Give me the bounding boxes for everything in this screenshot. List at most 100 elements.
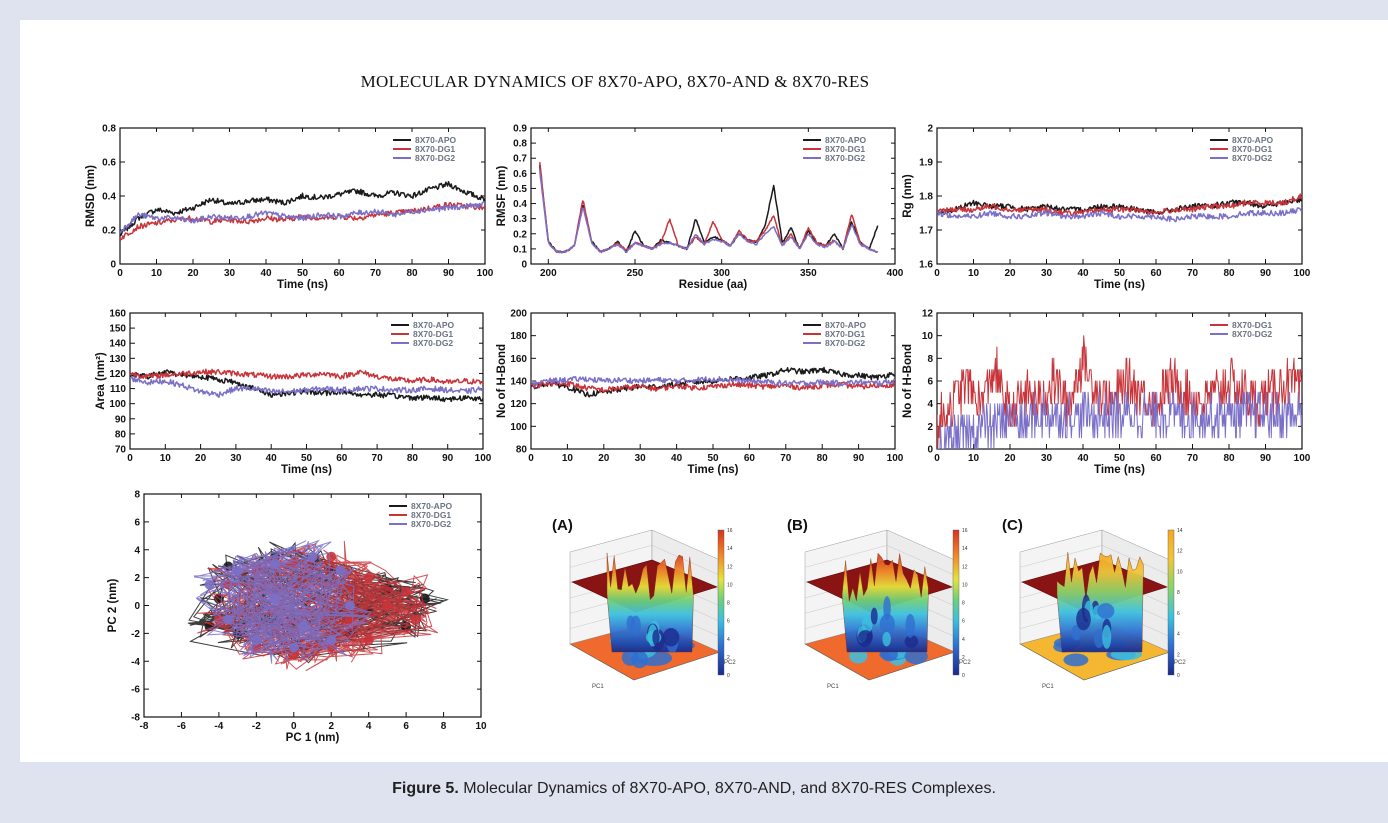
fel-colorbar-tick: 8: [962, 601, 965, 607]
fel-panel-label: (C): [1002, 517, 1023, 534]
x-tick-label: 100: [1294, 268, 1311, 279]
y-tick-label: 80: [115, 429, 127, 440]
x-tick-label: 90: [1260, 453, 1272, 464]
x-tick-label: 4: [366, 721, 372, 732]
chart-rg: 0 10 20 30 40 50 60 70 80 90 100 1.6 1.7 1.8 1.9 2 Time …: [902, 124, 1311, 292]
fel-colorbar-tick: 12: [727, 564, 733, 570]
legend-label: 8X70-DG2: [411, 519, 451, 529]
y-tick-label: 0.6: [102, 158, 116, 169]
fel-colorbar-tick: 14: [727, 546, 733, 552]
fel-axis-pc1: PC1: [1042, 684, 1054, 690]
x-tick-label: -8: [140, 721, 149, 732]
x-tick-label: 40: [260, 268, 272, 279]
x-tick-label: 80: [817, 453, 829, 464]
fel-colorbar: [952, 529, 960, 676]
caption-text: Molecular Dynamics of 8X70-APO, 8X70-AND…: [458, 780, 996, 797]
y-tick-label: 70: [115, 445, 127, 456]
y-tick-label: 0.6: [513, 169, 527, 180]
x-tick-label: 40: [1077, 268, 1089, 279]
plot-area: [937, 193, 1302, 223]
y-tick-label: 2: [927, 124, 933, 135]
y-tick-label: 90: [115, 414, 127, 425]
x-tick-label: 60: [1150, 453, 1162, 464]
x-tick-label: 200: [540, 268, 557, 279]
legend-label: 8X70-DG2: [825, 338, 865, 348]
fel-colorbar-tick: 0: [962, 673, 965, 679]
chart-hbond_protein: 0 10 20 30 40 50 60 70 80 90 100 80 100 120 140 160 180 2…: [496, 309, 904, 477]
fel-well: [858, 630, 873, 644]
series-line-8X70-DG1: [937, 193, 1302, 217]
series-line-8X70-DG2: [120, 201, 485, 234]
x-tick-label: 80: [1223, 453, 1235, 464]
fel-colorbar-tick: 10: [1177, 569, 1183, 575]
x-tick-label: 0: [934, 453, 940, 464]
x-tick-label: 80: [1223, 268, 1235, 279]
x-tick-label: 90: [853, 453, 865, 464]
caption-label: Figure 5.: [392, 780, 459, 797]
chart-rmsd: 0 10 20 30 40 50 60 70 80 90 100 0 0.2 0.4 0.6 0.8 Time …: [85, 124, 494, 292]
y-tick-label: 0.4: [513, 199, 527, 210]
legend-label: 8X70-APO: [1232, 135, 1273, 145]
x-tick-label: 90: [442, 453, 454, 464]
x-tick-label: 70: [372, 453, 384, 464]
x-tick-label: 90: [1260, 268, 1272, 279]
y-tick-label: 0.1: [513, 244, 527, 255]
y-tick-label: -4: [131, 657, 140, 668]
x-axis-label: Time (ns): [277, 279, 328, 291]
x-tick-label: 0: [934, 268, 940, 279]
y-tick-label: 1.8: [919, 192, 933, 203]
scatter-cloud-8X70-DG2: [193, 539, 372, 664]
y-tick-label: 0: [134, 601, 140, 612]
x-tick-label: 100: [887, 453, 904, 464]
x-tick-label: 50: [301, 453, 313, 464]
y-tick-label: 100: [109, 399, 126, 410]
fel-colorbar-tick: 6: [1177, 611, 1180, 617]
x-tick-label: 100: [1294, 453, 1311, 464]
fel-colorbar-tick: 10: [962, 582, 968, 588]
fel-grid-line: [1101, 545, 1171, 576]
x-tick-label: 10: [562, 453, 574, 464]
fel-well: [905, 613, 916, 638]
fel-axis-pc1: PC1: [592, 684, 604, 690]
fel-grid-line: [569, 545, 653, 568]
plot-area: [538, 162, 879, 254]
x-tick-label: 70: [1187, 268, 1199, 279]
legend-label: 8X70-DG1: [1232, 144, 1272, 154]
x-axis-label: Time (ns): [688, 464, 739, 476]
x-tick-label: 300: [713, 268, 730, 279]
x-tick-label: -2: [252, 721, 261, 732]
fel-basin: [1063, 653, 1089, 667]
fel-panel-label: (B): [787, 517, 808, 534]
fel-well: [652, 629, 660, 646]
x-tick-label: 60: [744, 453, 756, 464]
y-axis-label: PC 2 (nm): [107, 578, 119, 632]
x-tick-label: 70: [1187, 453, 1199, 464]
fel-well: [1076, 607, 1091, 631]
y-tick-label: 120: [510, 399, 527, 410]
x-axis-label: Time (ns): [1094, 279, 1145, 291]
x-tick-label: 2: [328, 721, 334, 732]
series-line-8X70-APO: [120, 180, 485, 237]
plot-area: [120, 180, 485, 241]
chart-rmsf: 200 250 300 350 400 0 0.1 0.2 0.3 0.4 0.5 0.6 0.7 0.8…: [496, 124, 904, 292]
x-tick-label: -6: [177, 721, 186, 732]
fel-grid-line: [1019, 545, 1103, 568]
x-tick-label: 0: [528, 453, 534, 464]
y-tick-label: 1.9: [919, 158, 933, 169]
legend-label: 8X70-DG2: [1232, 329, 1272, 339]
fel-grid-line: [651, 545, 721, 576]
x-tick-label: 20: [195, 453, 207, 464]
fel-colorbar: [717, 529, 725, 676]
fel-colorbar-tick: 8: [727, 601, 730, 607]
x-tick-label: 20: [1004, 268, 1016, 279]
legend-label: 8X70-DG1: [825, 329, 865, 339]
x-tick-label: 100: [475, 453, 492, 464]
legend-label: 8X70-DG1: [411, 510, 451, 520]
figure-title: MOLECULAR DYNAMICS OF 8X70-APO, 8X70-AND…: [360, 72, 870, 91]
x-tick-label: 0: [291, 721, 297, 732]
x-tick-label: 10: [968, 268, 980, 279]
plot-area: [187, 539, 449, 672]
x-tick-label: 30: [635, 453, 647, 464]
fel-grid-line: [886, 545, 956, 576]
